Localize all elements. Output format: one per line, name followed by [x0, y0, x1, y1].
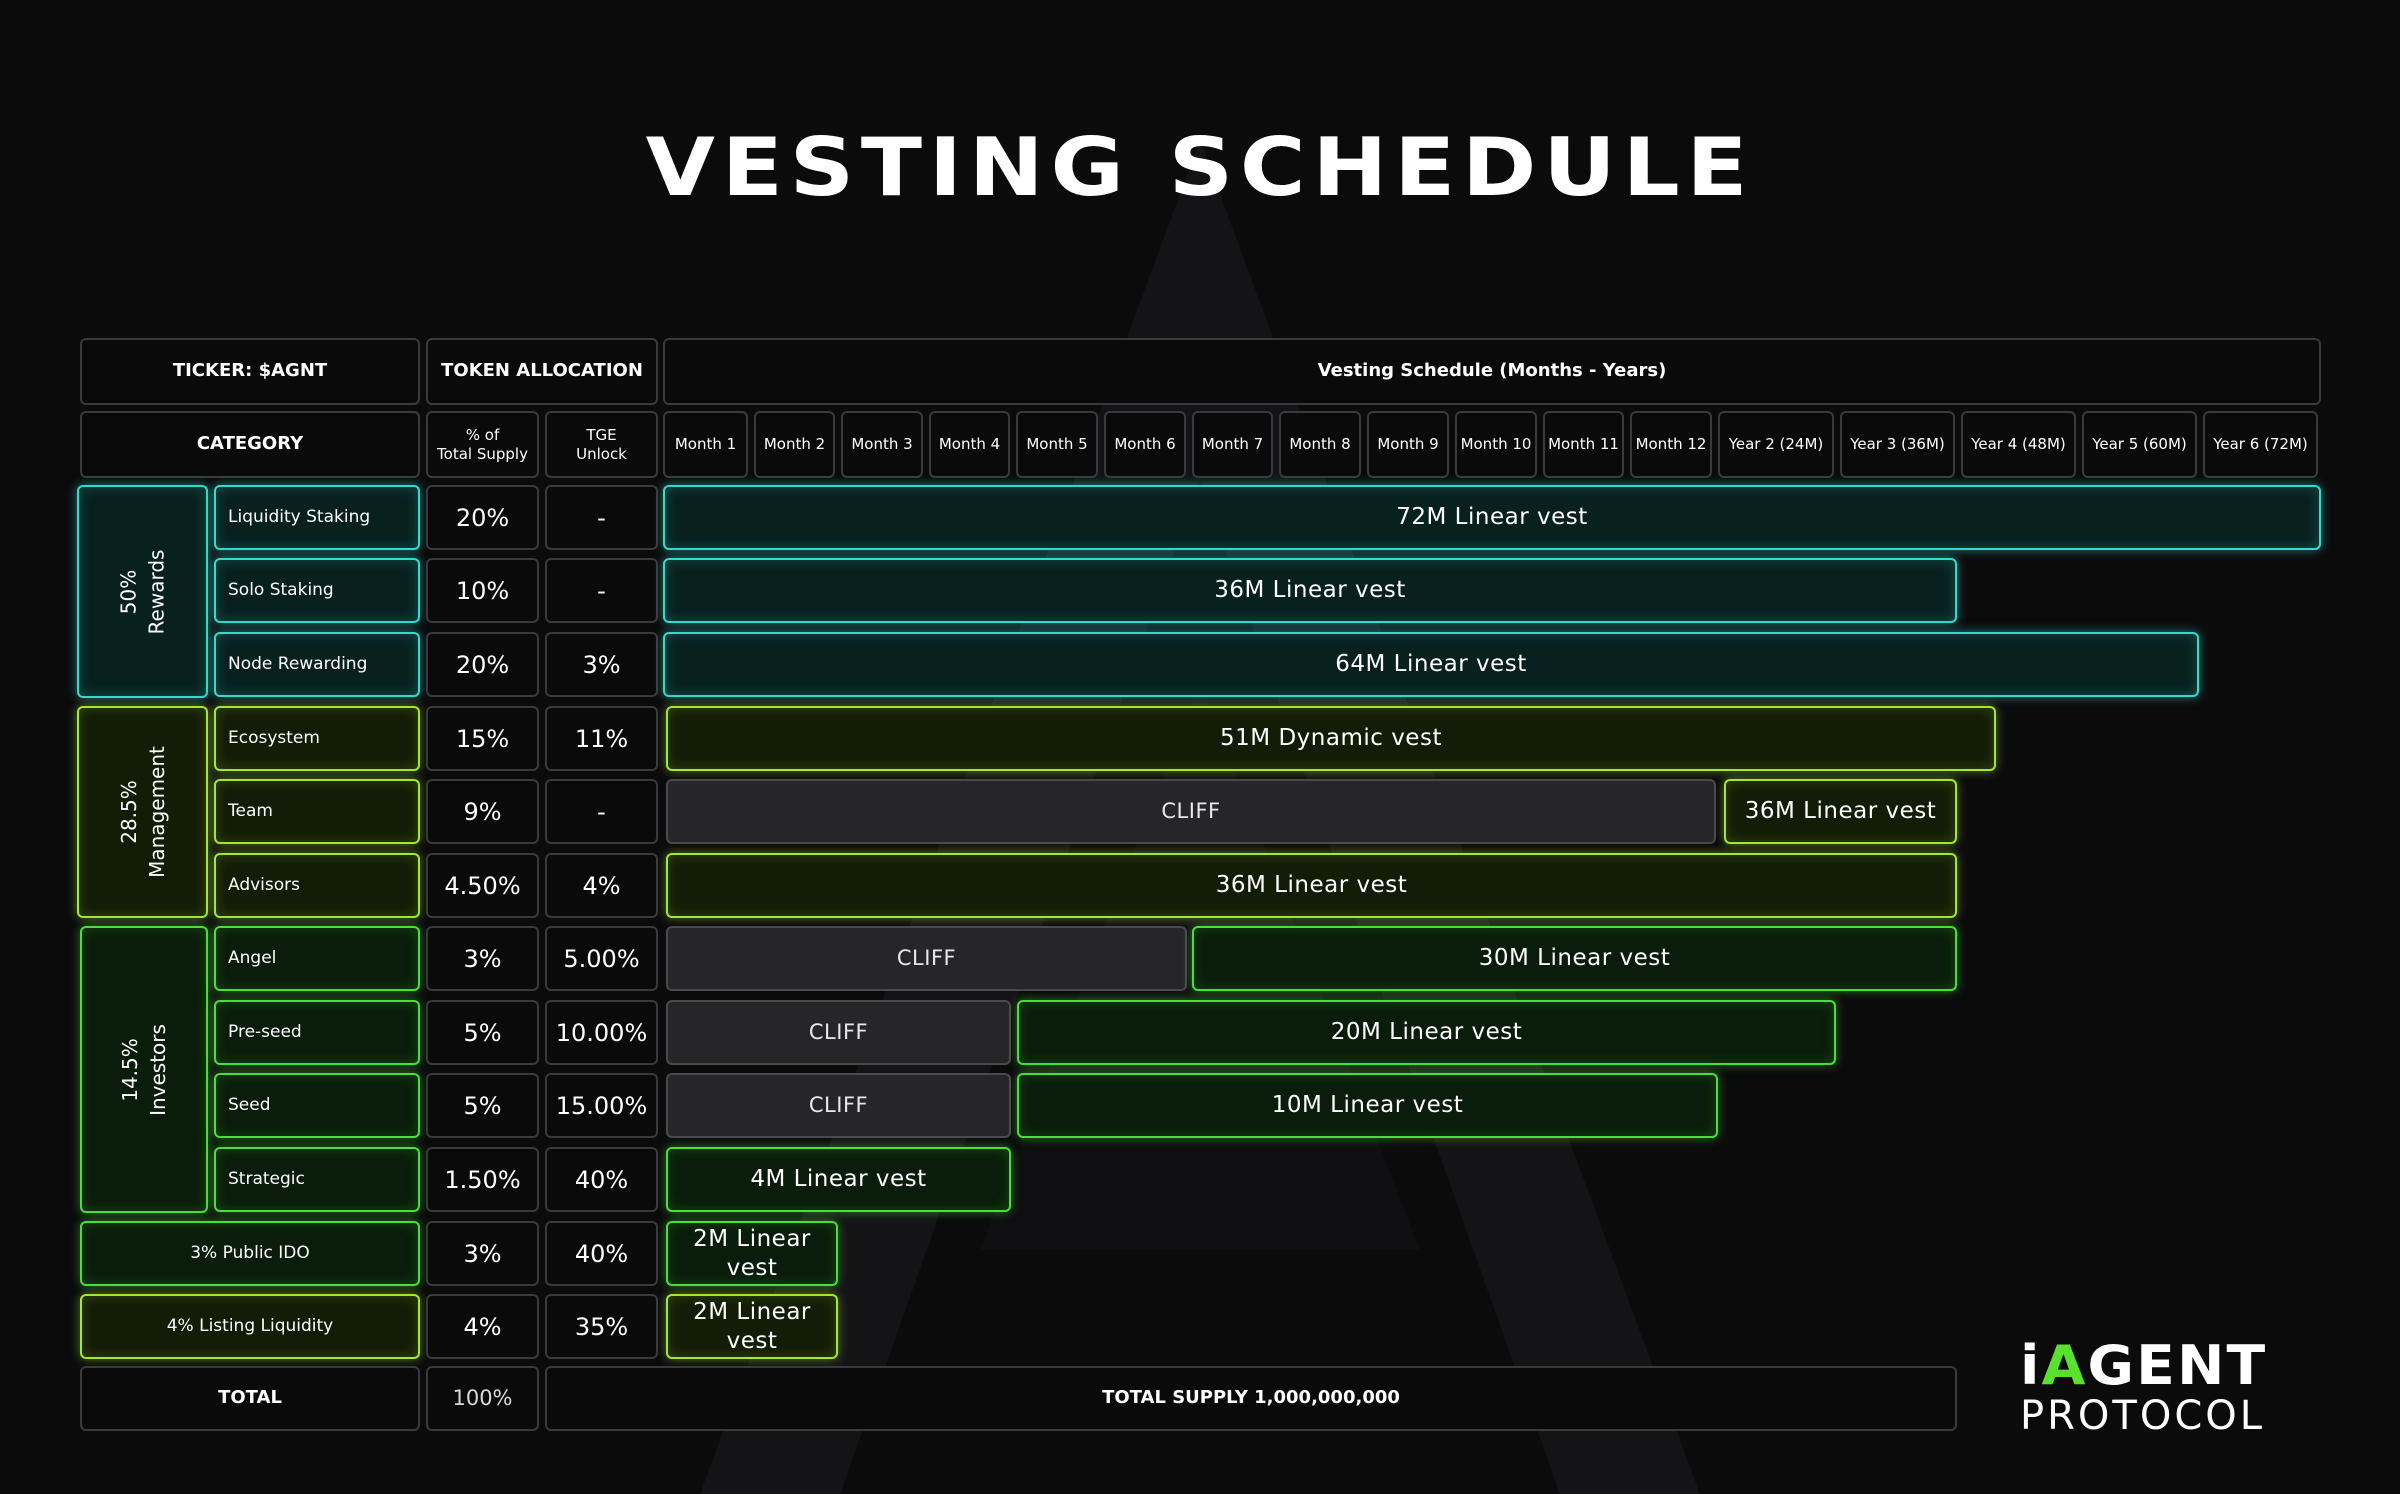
tge-cell-5: -: [545, 779, 658, 844]
period-header-6: Month 6: [1104, 411, 1186, 478]
vest-bar-1: 72M Linear vest: [663, 485, 2321, 550]
period-header-11: Month 11: [1543, 411, 1624, 478]
period-header-12: Month 12: [1630, 411, 1712, 478]
supply-cell-2: 10%: [426, 558, 539, 623]
category-cell-3: Node Rewarding: [214, 632, 420, 697]
category-cell-12: 4% Listing Liquidity: [80, 1294, 420, 1359]
category-cell-1: Liquidity Staking: [214, 485, 420, 550]
period-header-14: Year 3 (36M): [1840, 411, 1955, 478]
supply-cell-4: 15%: [426, 706, 539, 771]
period-header-1: Month 1: [663, 411, 748, 478]
tge-header-line2: Unlock: [576, 444, 627, 463]
tge-header-line1: TGE: [586, 425, 617, 444]
logo-a: A: [2041, 1334, 2088, 1397]
logo-gent: GENT: [2087, 1334, 2268, 1397]
tge-header: TGE Unlock: [545, 411, 658, 478]
tge-cell-7: 5.00%: [545, 926, 658, 991]
period-header-4: Month 4: [929, 411, 1010, 478]
vest-bar-2: 36M Linear vest: [663, 558, 1957, 623]
tge-cell-8: 10.00%: [545, 1000, 658, 1065]
group-management-label: Management: [144, 746, 169, 878]
tge-cell-3: 3%: [545, 632, 658, 697]
period-header-5: Month 5: [1016, 411, 1098, 478]
page-title: VESTING SCHEDULE: [645, 121, 1755, 214]
period-header-2: Month 2: [754, 411, 835, 478]
category-cell-7: Angel: [214, 926, 420, 991]
supply-cell-12: 4%: [426, 1294, 539, 1359]
tge-cell-1: -: [545, 485, 658, 550]
vest-bar-4: 51M Dynamic vest: [666, 706, 1996, 771]
supply-cell-11: 3%: [426, 1221, 539, 1286]
vest-bar-12: 2M Linear vest: [666, 1294, 838, 1359]
category-cell-6: Advisors: [214, 853, 420, 918]
logo-protocol: PROTOCOL: [2020, 1393, 2266, 1439]
token-allocation-header: TOKEN ALLOCATION: [426, 338, 658, 405]
category-cell-4: Ecosystem: [214, 706, 420, 771]
supply-cell-10: 1.50%: [426, 1147, 539, 1212]
vest-bar-7: 30M Linear vest: [1192, 926, 1957, 991]
category-cell-2: Solo Staking: [214, 558, 420, 623]
period-header-17: Year 6 (72M): [2203, 411, 2318, 478]
supply-cell-5: 9%: [426, 779, 539, 844]
supply-header-line1: % of: [465, 425, 500, 444]
category-cell-8: Pre-seed: [214, 1000, 420, 1065]
period-header-8: Month 8: [1279, 411, 1361, 478]
category-cell-5: Team: [214, 779, 420, 844]
category-cell-9: Seed: [214, 1073, 420, 1138]
tge-cell-10: 40%: [545, 1147, 658, 1212]
group-investors-pct: 14.5%: [117, 1037, 142, 1102]
ticker-header: TICKER: $AGNT: [80, 338, 420, 405]
tge-cell-2: -: [545, 558, 658, 623]
group-rewards-label: Rewards: [144, 549, 169, 634]
cliff-bar-8: CLIFF: [666, 1000, 1011, 1065]
period-header-10: Month 10: [1455, 411, 1537, 478]
period-header-7: Month 7: [1192, 411, 1273, 478]
vest-bar-8: 20M Linear vest: [1017, 1000, 1836, 1065]
group-management-pct: 28.5%: [116, 780, 141, 844]
vesting-schedule-header: Vesting Schedule (Months - Years): [663, 338, 2321, 405]
tge-cell-6: 4%: [545, 853, 658, 918]
vest-bar-11: 2M Linear vest: [666, 1221, 838, 1286]
vest-bar-5: 36M Linear vest: [1724, 779, 1957, 844]
supply-cell-3: 20%: [426, 632, 539, 697]
tge-cell-9: 15.00%: [545, 1073, 658, 1138]
vest-bar-6: 36M Linear vest: [666, 853, 1957, 918]
supply-cell-1: 20%: [426, 485, 539, 550]
iagent-protocol-logo: iAGENT PROTOCOL: [2020, 1338, 2320, 1439]
category-header: CATEGORY: [80, 411, 420, 478]
tge-cell-12: 35%: [545, 1294, 658, 1359]
group-investors: 14.5% Investors: [80, 926, 208, 1213]
vest-bar-3: 64M Linear vest: [663, 632, 2199, 697]
total-supply-summary: TOTAL SUPPLY 1,000,000,000: [545, 1366, 1957, 1431]
supply-header: % of Total Supply: [426, 411, 539, 478]
vest-bar-9: 10M Linear vest: [1017, 1073, 1718, 1138]
cliff-bar-5: CLIFF: [666, 779, 1716, 844]
logo-i: i: [2020, 1334, 2042, 1397]
vest-bar-10: 4M Linear vest: [666, 1147, 1011, 1212]
total-supply-pct: 100%: [426, 1366, 539, 1431]
supply-cell-8: 5%: [426, 1000, 539, 1065]
period-header-16: Year 5 (60M): [2082, 411, 2197, 478]
category-cell-11: 3% Public IDO: [80, 1221, 420, 1286]
cliff-bar-7: CLIFF: [666, 926, 1187, 991]
logo-wordmark: iAGENT: [2020, 1338, 2335, 1394]
period-header-3: Month 3: [841, 411, 923, 478]
group-investors-label: Investors: [145, 1023, 170, 1116]
category-cell-10: Strategic: [214, 1147, 420, 1212]
supply-cell-9: 5%: [426, 1073, 539, 1138]
group-rewards: 50% Rewards: [77, 485, 208, 698]
group-rewards-pct: 50%: [116, 569, 141, 614]
period-header-9: Month 9: [1367, 411, 1449, 478]
total-label: TOTAL: [80, 1366, 420, 1431]
tge-cell-11: 40%: [545, 1221, 658, 1286]
supply-header-line2: Total Supply: [437, 444, 528, 463]
supply-cell-7: 3%: [426, 926, 539, 991]
group-management: 28.5% Management: [77, 706, 208, 918]
cliff-bar-9: CLIFF: [666, 1073, 1011, 1138]
period-header-15: Year 4 (48M): [1961, 411, 2076, 478]
period-header-13: Year 2 (24M): [1718, 411, 1834, 478]
supply-cell-6: 4.50%: [426, 853, 539, 918]
tge-cell-4: 11%: [545, 706, 658, 771]
